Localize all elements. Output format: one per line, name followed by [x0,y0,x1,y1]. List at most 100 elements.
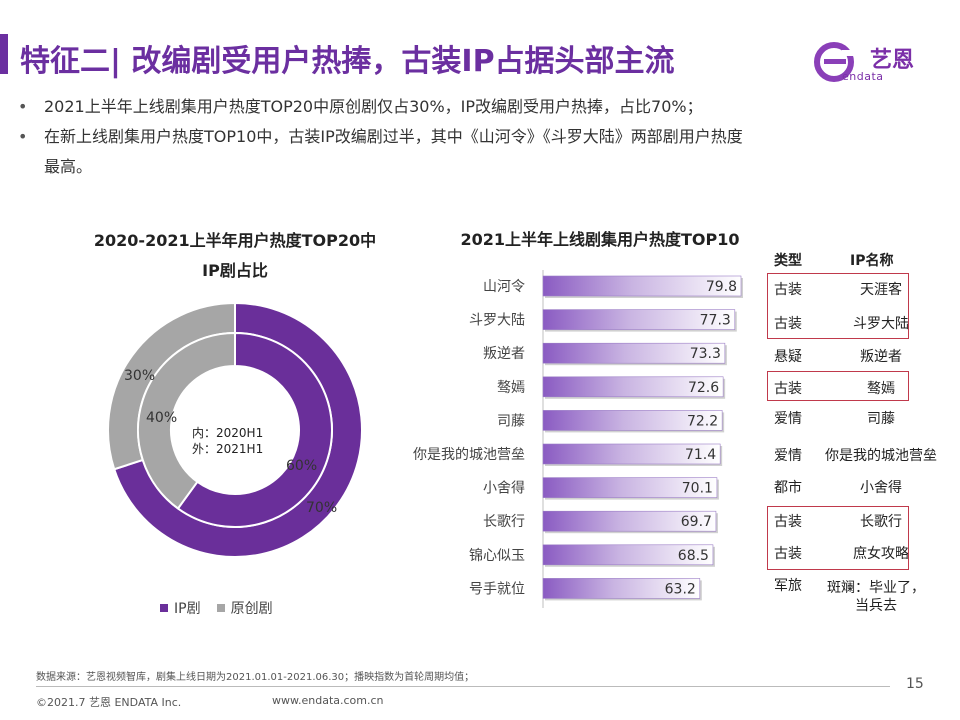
table-cell-type: 古装 [774,381,802,397]
bar-category-label: 司藤 [497,413,525,429]
bar-category-label: 长歌行 [483,514,525,530]
table-cell-ip: 长歌行 [860,514,902,530]
table-cell-type: 都市 [774,480,802,496]
column-header-ip: IP名称 [850,253,894,269]
table-cell-type: 悬疑 [774,349,802,365]
column-header-type: 类型 [774,253,802,269]
bar-category-label: 山河令 [483,279,525,295]
highlight-box-row-4 [767,371,909,401]
legend-item-orig: 原创剧 [216,598,273,618]
bar-9 [542,544,714,566]
bar-shadow [545,412,725,433]
page-number: 15 [906,676,924,692]
bar-value-label: 79.8 [706,279,737,295]
legend-item-ip: IP剧 [160,598,201,618]
bar-shadow [545,278,743,298]
legend-label-orig: 原创剧 [230,601,273,617]
bar-10 [542,578,701,599]
table-cell-ip: 司藤 [867,411,895,427]
website-url: www.endata.com.cn [272,694,384,707]
table-cell-type: 爱情 [774,411,802,427]
bar-8 [542,510,717,532]
bar-category-label: 斗罗大陆 [469,313,525,329]
donut-legend: IP剧 原创剧 [160,598,273,618]
highlight-box-rows-1-2 [767,273,909,339]
highlight-box-rows-8-9 [767,506,909,570]
bar-value-label: 68.5 [678,548,709,564]
bar-value-label: 69.7 [681,514,712,530]
bar-value-label: 71.4 [685,447,716,463]
bar-category-label: 你是我的城池营垒 [413,447,525,463]
table-cell-ip: 庶女攻略 [853,546,909,562]
footer-divider [36,686,890,687]
table-cell-type: 军旅 [774,578,802,594]
table-cell-type: 古装 [774,514,802,530]
page-title: 特征二| 改编剧受用户热捧，古装IP占据头部主流 [20,44,675,79]
bar-value-label: 72.6 [688,380,719,396]
bar-shadow [545,378,726,399]
bullet-item-continued: 最高。 [44,157,93,176]
bar-shadow [545,311,737,332]
bar-5 [542,410,723,431]
bullet-list: 2021上半年上线剧集用户热度TOP20中原创剧仅占30%，IP改编剧受用户热捧… [18,92,918,182]
donut-center-line2: 外：2021H1 [192,442,264,456]
legend-swatch-ip [160,604,168,612]
logo-subtext: endata [842,70,884,83]
donut-chart-title: 2020-2021上半年用户热度TOP20中 IP剧占比 [50,226,420,286]
bar-value-label: 73.3 [690,346,721,362]
donut-center-line1: 内：2020H1 [192,426,264,440]
bar-category-label: 锦心似玉 [469,547,525,564]
bar-2 [542,309,736,330]
table-cell-type: 古装 [774,316,802,332]
bar-category-label: 叛逆者 [483,346,525,362]
bar-shadow [545,580,702,601]
table-cell-ip: 骜嫣 [867,381,895,397]
donut-chart [107,301,363,558]
table-cell-ip: 斑斓：毕业了， 当兵去 [806,579,946,615]
copyright: ©2021.7 艺恩 ENDATA Inc. [36,696,182,709]
donut-title-line2: IP剧占比 [202,261,268,280]
bar-value-label: 70.1 [682,481,713,497]
bar-shadow [545,546,715,567]
legend-label-ip: IP剧 [174,601,201,617]
bar-value-label: 63.2 [665,581,696,597]
legend-swatch-orig [216,604,225,612]
bar-shadow [545,513,718,534]
table-cell-ip: 你是我的城池营垒 [825,448,937,464]
bar-value-label: 77.3 [700,313,731,329]
table-cell-ip: 叛逆者 [860,349,902,365]
donut-hole [171,366,299,494]
bullet-item: 在新上线剧集用户热度TOP10中，古装IP改编剧过半，其中《山河令》《斗罗大陆》… [18,122,918,152]
table-cell-type: 古装 [774,282,802,298]
table-cell-ip: 天涯客 [860,282,902,298]
bar-category-label: 号手就位 [469,581,525,597]
bar-chart-title: 2021上半年上线剧集用户热度TOP10 [460,230,740,249]
inner-ip-label: 60% [286,458,318,474]
table-cell-ip: 斗罗大陆 [853,316,909,332]
bullet-item: 2021上半年上线剧集用户热度TOP20中原创剧仅占30%，IP改编剧受用户热捧… [18,92,918,122]
bar-category-label: 小舍得 [483,480,525,497]
bar-value-label: 72.2 [687,413,718,429]
bar-shadow [545,446,723,466]
bar-6 [542,443,721,465]
title-accent-bar [0,34,8,74]
bar-shadow [545,345,727,366]
table-cell-ip: 小舍得 [860,480,902,496]
data-source-note: 数据来源：艺恩视频智库，剧集上线日期为2021.01.01-2021.06.30… [36,672,475,683]
bar-1 [542,275,742,297]
bar-3 [542,342,726,364]
logo-text: 艺恩 [870,48,915,73]
table-cell-type: 古装 [774,546,802,562]
bar-category-label: 骜嫣 [497,380,525,396]
bar-7 [542,477,718,498]
donut-center-text: 内：2020H1 外：2021H1 [192,425,263,457]
bar-shadow [545,479,719,500]
endata-logo-icon [814,42,854,82]
outer-orig-label: 30% [124,368,156,384]
outer-ip-label: 70% [306,500,338,516]
bar-4 [542,376,724,398]
inner-orig-label: 40% [146,410,178,426]
table-cell-ip-line2: 当兵去 [855,598,897,614]
table-cell-type: 爱情 [774,448,802,464]
donut-title-line1: 2020-2021上半年用户热度TOP20中 [93,231,377,250]
